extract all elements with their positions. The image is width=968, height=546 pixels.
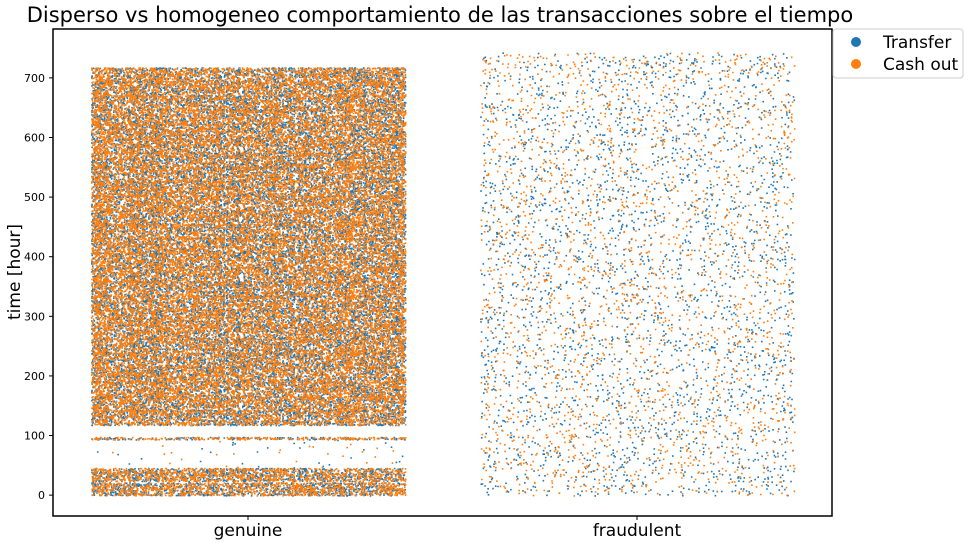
y-axis: 0 100 200 300 400 500 600 700 [24, 72, 53, 502]
y-tick-label: 100 [24, 430, 45, 443]
y-tick-label: 400 [24, 251, 45, 264]
y-tick-label: 300 [24, 310, 45, 323]
plot-frame [52, 28, 833, 517]
y-tick-label: 200 [24, 370, 45, 383]
y-tick-label: 700 [24, 72, 45, 85]
legend-box [832, 28, 964, 79]
series-points-cash-out [91, 52, 796, 497]
chart-title: Disperso vs homogeneo comportamiento de … [27, 3, 854, 27]
legend-label-cash-out: Cash out [883, 55, 958, 75]
x-tick-label-genuine: genuine [214, 521, 283, 541]
scatter-points [91, 52, 796, 497]
legend-label-transfer: Transfer [882, 33, 951, 53]
legend: Transfer Cash out [832, 28, 964, 79]
legend-marker-transfer [851, 37, 861, 47]
x-axis: genuine fraudulent [214, 516, 682, 541]
y-tick-label: 0 [38, 489, 45, 502]
y-tick-label: 500 [24, 191, 45, 204]
x-tick-label-fraudulent: fraudulent [593, 521, 682, 541]
y-tick-label: 600 [24, 131, 45, 144]
y-axis-label: time [hour] [5, 224, 25, 320]
legend-marker-cash-out [851, 59, 861, 69]
